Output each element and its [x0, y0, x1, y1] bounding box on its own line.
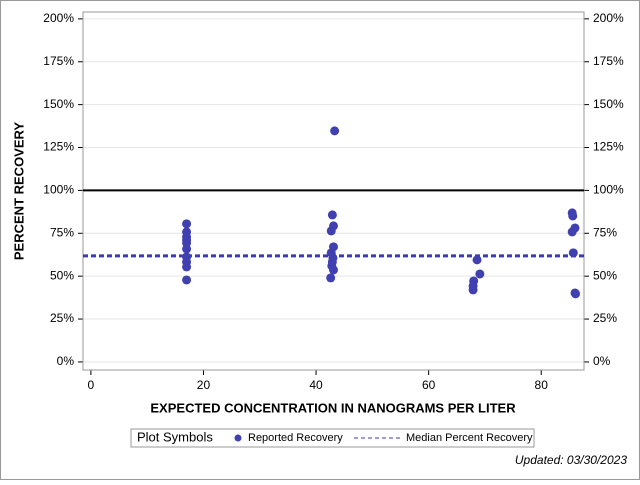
- y-tick-label: 0%: [57, 354, 75, 368]
- y-tick-label: 125%: [43, 140, 74, 154]
- x-tick-label: 80: [535, 378, 549, 392]
- x-tick-label: 20: [197, 378, 211, 392]
- x-tick-label: 0: [88, 378, 95, 392]
- y2-tick-label: 125%: [593, 140, 624, 154]
- footnote: Updated: 03/30/2023: [515, 453, 627, 467]
- point: [472, 255, 482, 265]
- y-tick-label: 175%: [43, 54, 74, 68]
- x-axis-title: EXPECTED CONCENTRATION IN NANOGRAMS PER …: [150, 400, 516, 415]
- legend-label: Median Percent Recovery: [406, 432, 533, 444]
- y2-tick-label: 50%: [593, 268, 617, 282]
- point: [475, 269, 485, 279]
- y2-tick-label: 25%: [593, 311, 617, 325]
- point: [182, 244, 192, 254]
- y-tick-label: 75%: [50, 225, 74, 239]
- point: [182, 262, 192, 272]
- point: [326, 273, 336, 283]
- y2-tick-label: 75%: [593, 225, 617, 239]
- point: [567, 227, 577, 237]
- y2-tick-label: 150%: [593, 97, 624, 111]
- y2-tick-label: 175%: [593, 54, 624, 68]
- y-tick-label: 50%: [50, 268, 74, 282]
- x-tick-label: 40: [309, 378, 323, 392]
- point: [182, 219, 192, 229]
- legend-label: Reported Recovery: [248, 432, 343, 444]
- y-tick-label: 25%: [50, 311, 74, 325]
- y-tick-label: 150%: [43, 97, 74, 111]
- legend-marker: [234, 434, 242, 442]
- point: [468, 285, 478, 295]
- point: [182, 275, 192, 285]
- y-tick-label: 200%: [43, 11, 74, 25]
- legend-title: Plot Symbols: [137, 429, 213, 444]
- point: [330, 126, 340, 136]
- point: [327, 210, 337, 220]
- y-tick-label: 100%: [43, 183, 74, 197]
- y2-tick-label: 100%: [593, 183, 624, 197]
- point: [329, 265, 338, 275]
- x-tick-label: 60: [422, 378, 436, 392]
- point: [568, 248, 578, 258]
- legend-box: [130, 428, 535, 448]
- point: [571, 289, 581, 299]
- y-axis-title: PERCENT RECOVERY: [11, 122, 26, 261]
- point: [568, 211, 578, 221]
- y2-tick-label: 200%: [593, 11, 624, 25]
- y2-tick-label: 0%: [593, 354, 611, 368]
- point: [326, 226, 336, 236]
